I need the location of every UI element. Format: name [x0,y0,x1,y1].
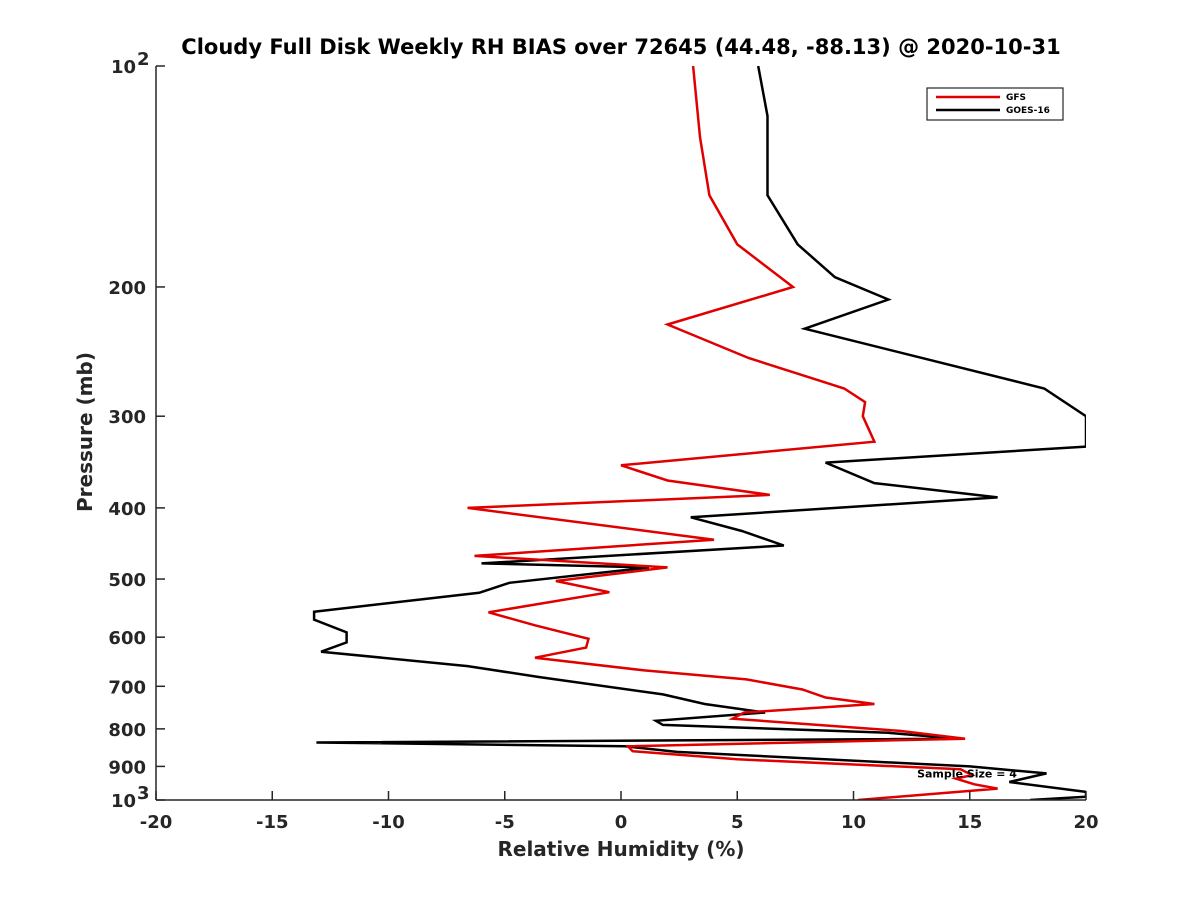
y-tick-label: 300 [108,407,146,428]
y-tick-label: 800 [108,720,146,741]
y-tick-label: 900 [108,757,146,778]
x-tick-label: 10 [841,812,866,833]
x-tick-label: 20 [1073,812,1098,833]
series-line-goes16 [312,66,1086,800]
x-tick-label: -5 [495,812,515,833]
x-axis-title: Relative Humidity (%) [497,837,744,861]
y-tick-exponent: 2 [137,49,150,70]
y-tick-label: 200 [108,278,146,299]
x-tick-label: 5 [731,812,744,833]
y-tick-label: 10 [111,57,136,78]
y-tick-label: 500 [108,570,146,591]
series-line-gfs [467,66,998,800]
y-tick-exponent: 3 [137,783,150,804]
series-layer [312,66,1086,800]
legend-label-gfs: GFS [1006,93,1026,103]
legend-label-goes16: GOES-16 [1006,106,1050,116]
sample-size-annotation: Sample Size = 4 [917,767,1017,780]
x-tick-label: -10 [372,812,405,833]
x-tick-label: 15 [957,812,982,833]
legend: GFS GOES-16 [926,87,1064,121]
x-tick-label: -20 [140,812,173,833]
x-axis-ticks: -20 -15 -10 -5 0 5 10 15 20 [140,791,1099,833]
y-tick-label: 400 [108,499,146,520]
legend-box [926,87,1064,121]
chart-title: Cloudy Full Disk Weekly RH BIAS over 726… [181,35,1060,59]
x-tick-label: -15 [256,812,289,833]
y-tick-label: 10 [111,791,136,812]
y-tick-label: 600 [108,628,146,649]
x-tick-label: 0 [615,812,628,833]
y-axis-title: Pressure (mb) [73,352,97,512]
y-tick-label: 700 [108,677,146,698]
